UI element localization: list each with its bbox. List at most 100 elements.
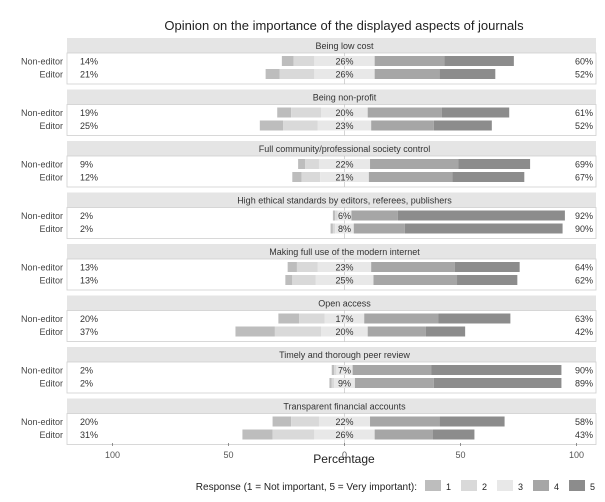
legend-label: 3 <box>518 482 523 492</box>
bar-segment-level-3 <box>317 120 372 131</box>
legend-swatch-1 <box>425 480 441 491</box>
neutral-pct-label: 8% <box>338 224 351 234</box>
low-pct-label: 9% <box>80 160 93 170</box>
bar-segment-level-5 <box>433 120 492 131</box>
panel-strip <box>67 295 596 311</box>
low-pct-label: 2% <box>80 366 93 376</box>
neutral-pct-label: 9% <box>338 379 351 389</box>
bar-segment-level-1 <box>298 159 306 169</box>
low-pct-label: 13% <box>80 276 98 286</box>
high-pct-label: 89% <box>575 379 593 389</box>
panel: Timely and thorough peer review Non-edito… <box>21 347 597 394</box>
bar-segment-level-4 <box>353 223 405 234</box>
panel-strip <box>67 398 596 414</box>
panel-title: High ethical standards by editors, refer… <box>237 196 452 206</box>
bar-segment-level-3 <box>321 326 368 337</box>
bar-segment-level-1 <box>285 275 293 285</box>
high-pct-label: 43% <box>575 430 593 440</box>
bar-segment-level-3 <box>314 429 375 440</box>
neutral-pct-label: 20% <box>335 327 353 337</box>
bar-segment-level-4 <box>371 262 455 272</box>
row-group-label: Non-editor <box>21 108 63 118</box>
bar-segment-level-1 <box>265 69 280 79</box>
bar-segment-level-1 <box>332 210 336 221</box>
bar-segment-level-4 <box>374 56 445 66</box>
row-group-label: Non-editor <box>21 366 63 376</box>
bar-segment-level-3 <box>336 365 353 375</box>
legend-label: 4 <box>554 482 559 492</box>
bar-segment-level-4 <box>374 69 440 79</box>
bar-segment-level-2 <box>335 210 338 221</box>
high-pct-label: 90% <box>575 366 593 376</box>
bar-segment-level-3 <box>314 56 375 66</box>
neutral-pct-label: 22% <box>335 417 353 427</box>
bar-segment-level-4 <box>373 275 458 285</box>
panel: Full community/professional society cont… <box>21 141 597 188</box>
low-pct-label: 25% <box>80 121 98 131</box>
bar-segment-level-3 <box>317 262 372 272</box>
row-group-label: Non-editor <box>21 211 63 221</box>
legend-swatch-2 <box>461 480 477 491</box>
bar-segment-level-5 <box>458 159 531 169</box>
bar-segment-level-3 <box>337 210 352 221</box>
low-pct-label: 2% <box>80 211 93 221</box>
bar-segment-level-3 <box>321 107 368 118</box>
bar-segment-level-4 <box>370 159 459 169</box>
bar-segment-level-5 <box>431 365 562 375</box>
bar-segment-level-1 <box>235 326 275 337</box>
legend-label: 1 <box>446 482 451 492</box>
bar-segment-level-5 <box>444 56 514 66</box>
low-pct-label: 13% <box>80 263 98 273</box>
low-pct-label: 20% <box>80 314 98 324</box>
bar-segment-level-4 <box>351 210 398 221</box>
legend-swatch-5 <box>569 480 585 491</box>
row-group-label: Editor <box>39 70 63 80</box>
legend-swatch-3 <box>497 480 513 491</box>
high-pct-label: 69% <box>575 160 593 170</box>
bar-segment-level-3 <box>318 159 371 169</box>
bar-segment-level-2 <box>292 275 316 285</box>
high-pct-label: 60% <box>575 57 593 67</box>
bar-segment-level-2 <box>299 313 325 324</box>
bar-segment-level-4 <box>374 429 433 440</box>
panel-title: Open access <box>318 299 371 309</box>
panel-title: Transparent financial accounts <box>283 402 406 412</box>
bar-segment-level-1 <box>287 262 297 272</box>
panel-title: Being low cost <box>315 41 374 51</box>
panel-title: Making full use of the modern internet <box>269 247 420 257</box>
bar-segment-level-5 <box>454 262 520 272</box>
row-group-label: Editor <box>39 327 63 337</box>
bar-segment-level-3 <box>315 275 374 285</box>
bar-segment-level-5 <box>397 210 565 221</box>
bar-segment-level-2 <box>293 56 315 66</box>
row-group-label: Non-editor <box>21 417 63 427</box>
neutral-pct-label: 17% <box>335 314 353 324</box>
low-pct-label: 37% <box>80 327 98 337</box>
x-tick-label: 50 <box>223 450 233 460</box>
bar-segment-level-5 <box>432 429 475 440</box>
bar-segment-level-5 <box>441 107 510 118</box>
panel: High ethical standards by editors, refer… <box>21 192 597 239</box>
x-axis-label: Percentage <box>313 452 375 466</box>
bar-segment-level-5 <box>439 416 505 427</box>
high-pct-label: 64% <box>575 263 593 273</box>
x-tick-label: 50 <box>455 450 465 460</box>
bar-segment-level-1 <box>331 365 335 375</box>
x-tick-label: 100 <box>105 450 120 460</box>
bar-segment-level-5 <box>439 69 496 79</box>
low-pct-label: 31% <box>80 430 98 440</box>
bar-segment-level-1 <box>272 416 292 427</box>
row-group-label: Editor <box>39 173 63 183</box>
high-pct-label: 92% <box>575 211 593 221</box>
bar-segment-level-4 <box>364 313 439 324</box>
bar-segment-level-3 <box>324 313 365 324</box>
bar-segment-level-3 <box>335 223 354 234</box>
panel: Open access Non-editor 20% 17% 63% Editor 37% 2… <box>21 295 597 342</box>
panel: Being low cost Non-editor 14% 26% 60% Editor 2… <box>21 38 597 85</box>
high-pct-label: 42% <box>575 327 593 337</box>
legend-label: 5 <box>590 482 595 492</box>
x-tick-label: 100 <box>569 450 584 460</box>
panel-strip <box>67 244 596 259</box>
row-group-label: Editor <box>39 379 63 389</box>
bar-segment-level-2 <box>332 223 336 234</box>
